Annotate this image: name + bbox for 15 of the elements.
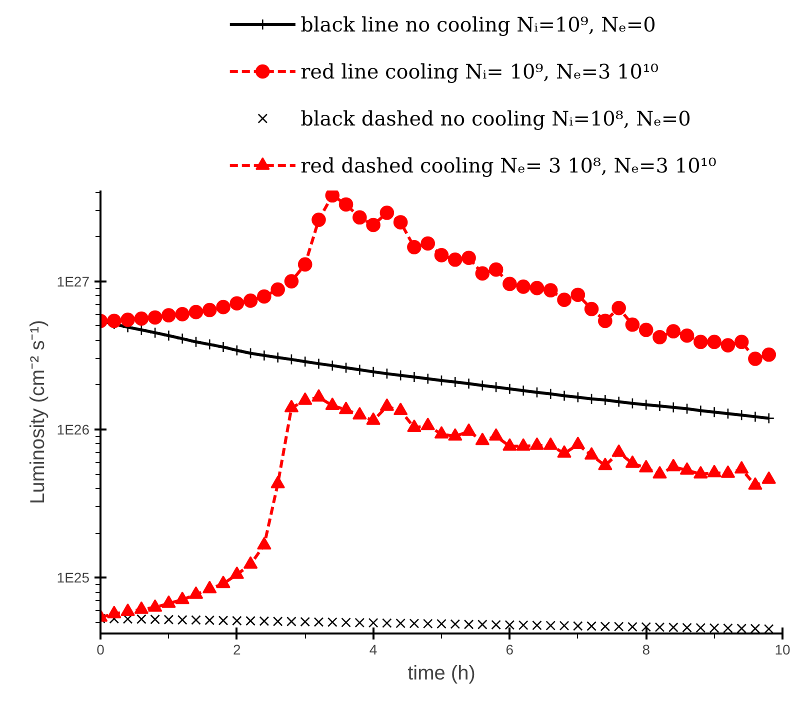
y-tick-label: 1E26 [56, 421, 90, 438]
y-tick-label: 1E27 [56, 273, 90, 290]
legend-label: red line cooling Nᵢ= 10⁹, Nₑ=3 10¹⁰ [300, 60, 659, 84]
x-tick-label: 0 [96, 642, 105, 658]
x-tick-label: 2 [233, 642, 242, 658]
x-tick-label: 6 [506, 642, 514, 658]
x-axis-title: time (h) [408, 662, 476, 684]
x-tick-label: 8 [642, 642, 650, 658]
legend-label: red dashed cooling Nₑ= 3 10⁸, Nₑ=3 10¹⁰ [300, 154, 716, 178]
x-tick-label: 10 [774, 642, 790, 658]
legend-label: black dashed no cooling Nᵢ=10⁸, Nₑ=0 [300, 106, 691, 130]
y-tick-label: 1E25 [56, 570, 90, 586]
y-axis-title: Luminosity (cm⁻² s⁻¹) [26, 320, 49, 504]
x-tick-label: 4 [369, 642, 378, 658]
legend-label: black line no cooling Nᵢ=10⁹, Nₑ=0 [300, 12, 656, 36]
